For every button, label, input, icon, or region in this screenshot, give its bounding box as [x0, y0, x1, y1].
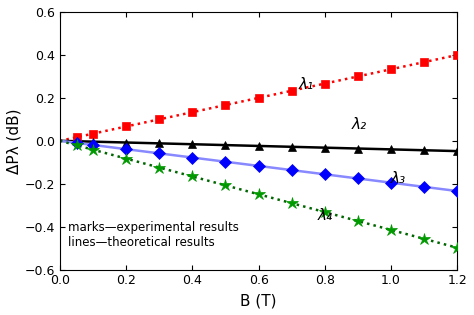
- Text: λ₂: λ₂: [351, 117, 366, 132]
- Y-axis label: ΔPλ (dB): ΔPλ (dB): [7, 108, 22, 174]
- Text: λ₁: λ₁: [298, 77, 313, 92]
- Text: λ₄: λ₄: [318, 208, 333, 223]
- X-axis label: B (T): B (T): [240, 293, 277, 308]
- Text: marks—experimental results
lines—theoretical results: marks—experimental results lines—theoret…: [68, 221, 239, 249]
- Text: λ₃: λ₃: [391, 171, 406, 186]
